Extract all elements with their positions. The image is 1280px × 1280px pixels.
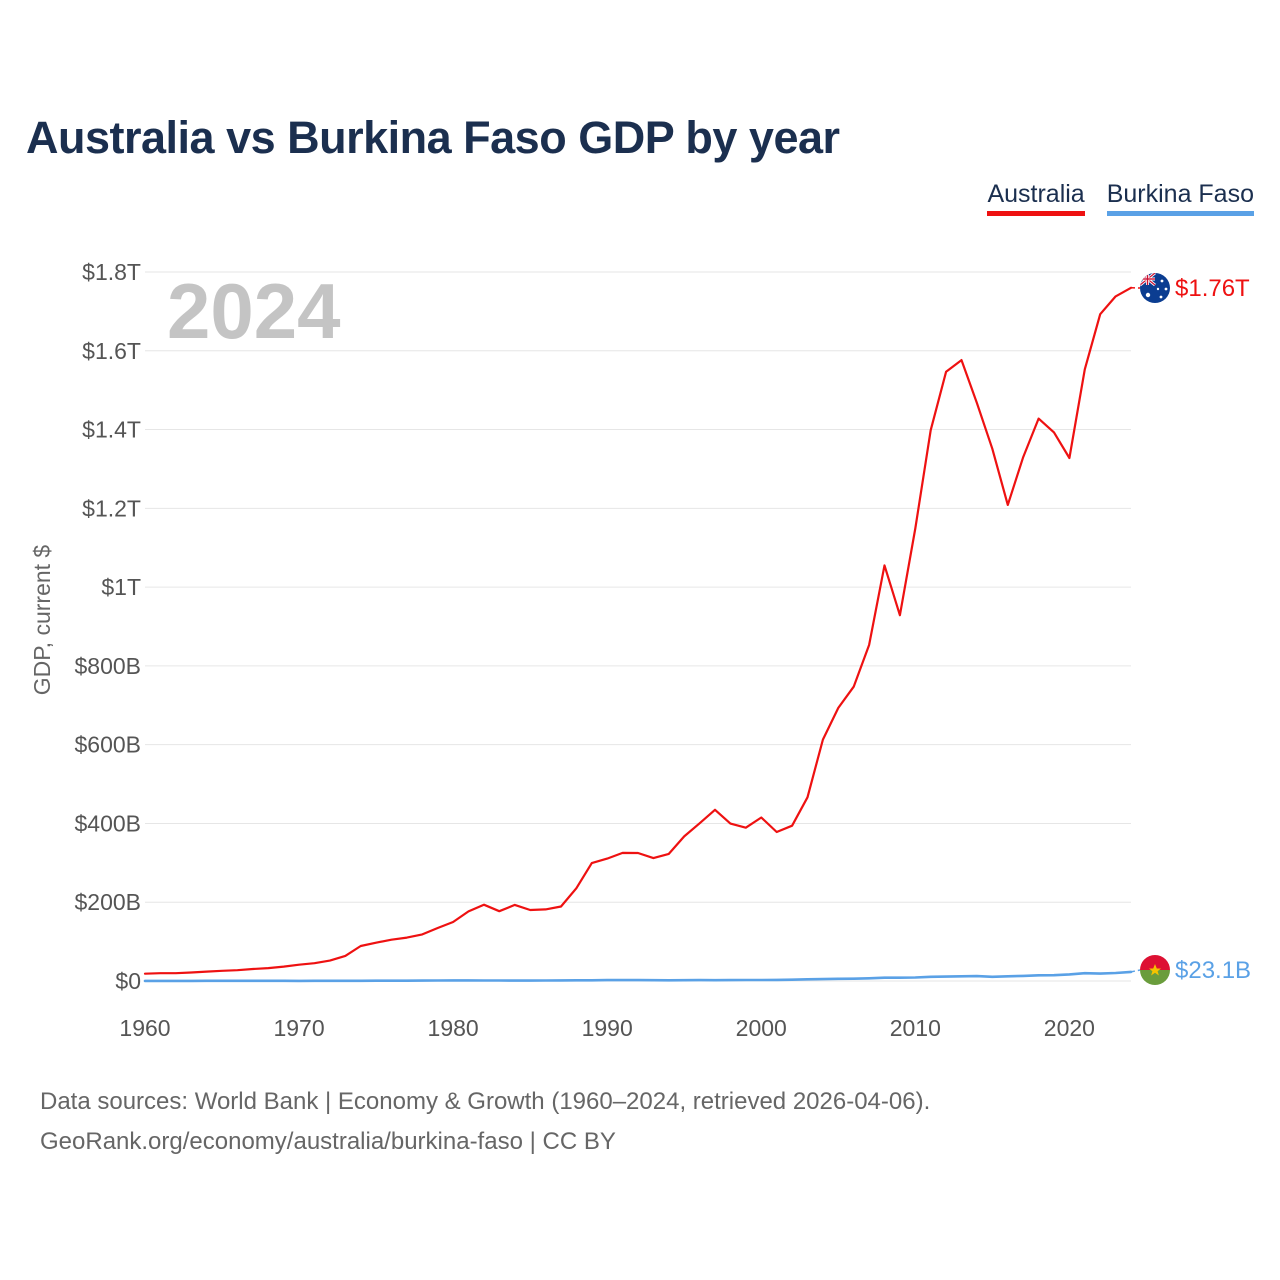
x-axis-ticks: 1960 1970 1980 1990 2000 2010 2020: [119, 1015, 1095, 1041]
source-link[interactable]: GeoRank.org/economy/australia/burkina-fa…: [40, 1128, 616, 1155]
burkina-faso-end-value: $23.1B: [1175, 957, 1251, 984]
y-tick-label: $800B: [74, 653, 141, 679]
australia-end-value: $1.76T: [1175, 275, 1250, 302]
y-tick-label: $1T: [101, 574, 141, 600]
series-lines: [143, 286, 1141, 983]
y-tick-label: $200B: [74, 889, 141, 915]
y-tick-label: $1.6T: [82, 338, 141, 364]
legend-item-australia[interactable]: Australia: [987, 180, 1085, 216]
series-line-australia: [143, 286, 1133, 975]
y-axis-ticks: $0 $200B $400B $600B $800B $1T $1.2T $1.4T $1.6T…: [74, 259, 141, 994]
x-tick-label: 2020: [1044, 1015, 1095, 1041]
end-connector: [1130, 969, 1141, 973]
x-tick-label: 1960: [119, 1015, 170, 1041]
y-tick-label: $1.8T: [82, 259, 141, 285]
chart-legend: Australia Burkina Faso: [987, 180, 1254, 216]
data-source-note: Data sources: World Bank | Economy & Gro…: [40, 1088, 931, 1115]
y-tick-label: $1.2T: [82, 495, 141, 521]
y-tick-label: $400B: [74, 810, 141, 836]
x-tick-label: 1990: [582, 1015, 633, 1041]
y-tick-label: $0: [115, 968, 141, 994]
x-tick-label: 2010: [890, 1015, 941, 1041]
grid-lines: [145, 271, 1131, 982]
x-tick-label: 1970: [273, 1015, 324, 1041]
chart-footer: Data sources: World Bank | Economy & Gro…: [40, 1082, 930, 1162]
y-tick-label: $1.4T: [82, 417, 141, 443]
australia-flag-icon: [1140, 273, 1170, 303]
gdp-line-chart: $0 $200B $400B $600B $800B $1T $1.2T $1.4T $1.6T…: [29, 259, 1251, 1041]
x-tick-label: 2000: [736, 1015, 787, 1041]
series-line-burkina-faso: [143, 970, 1133, 983]
page-title: Australia vs Burkina Faso GDP by year: [26, 112, 840, 163]
burkina-faso-flag-icon: [1140, 955, 1170, 985]
y-axis-label: GDP, current $: [29, 545, 55, 696]
legend-item-burkina-faso[interactable]: Burkina Faso: [1106, 180, 1254, 216]
y-tick-label: $600B: [74, 732, 141, 758]
x-tick-label: 1980: [428, 1015, 479, 1041]
year-watermark: 2024: [167, 267, 341, 355]
